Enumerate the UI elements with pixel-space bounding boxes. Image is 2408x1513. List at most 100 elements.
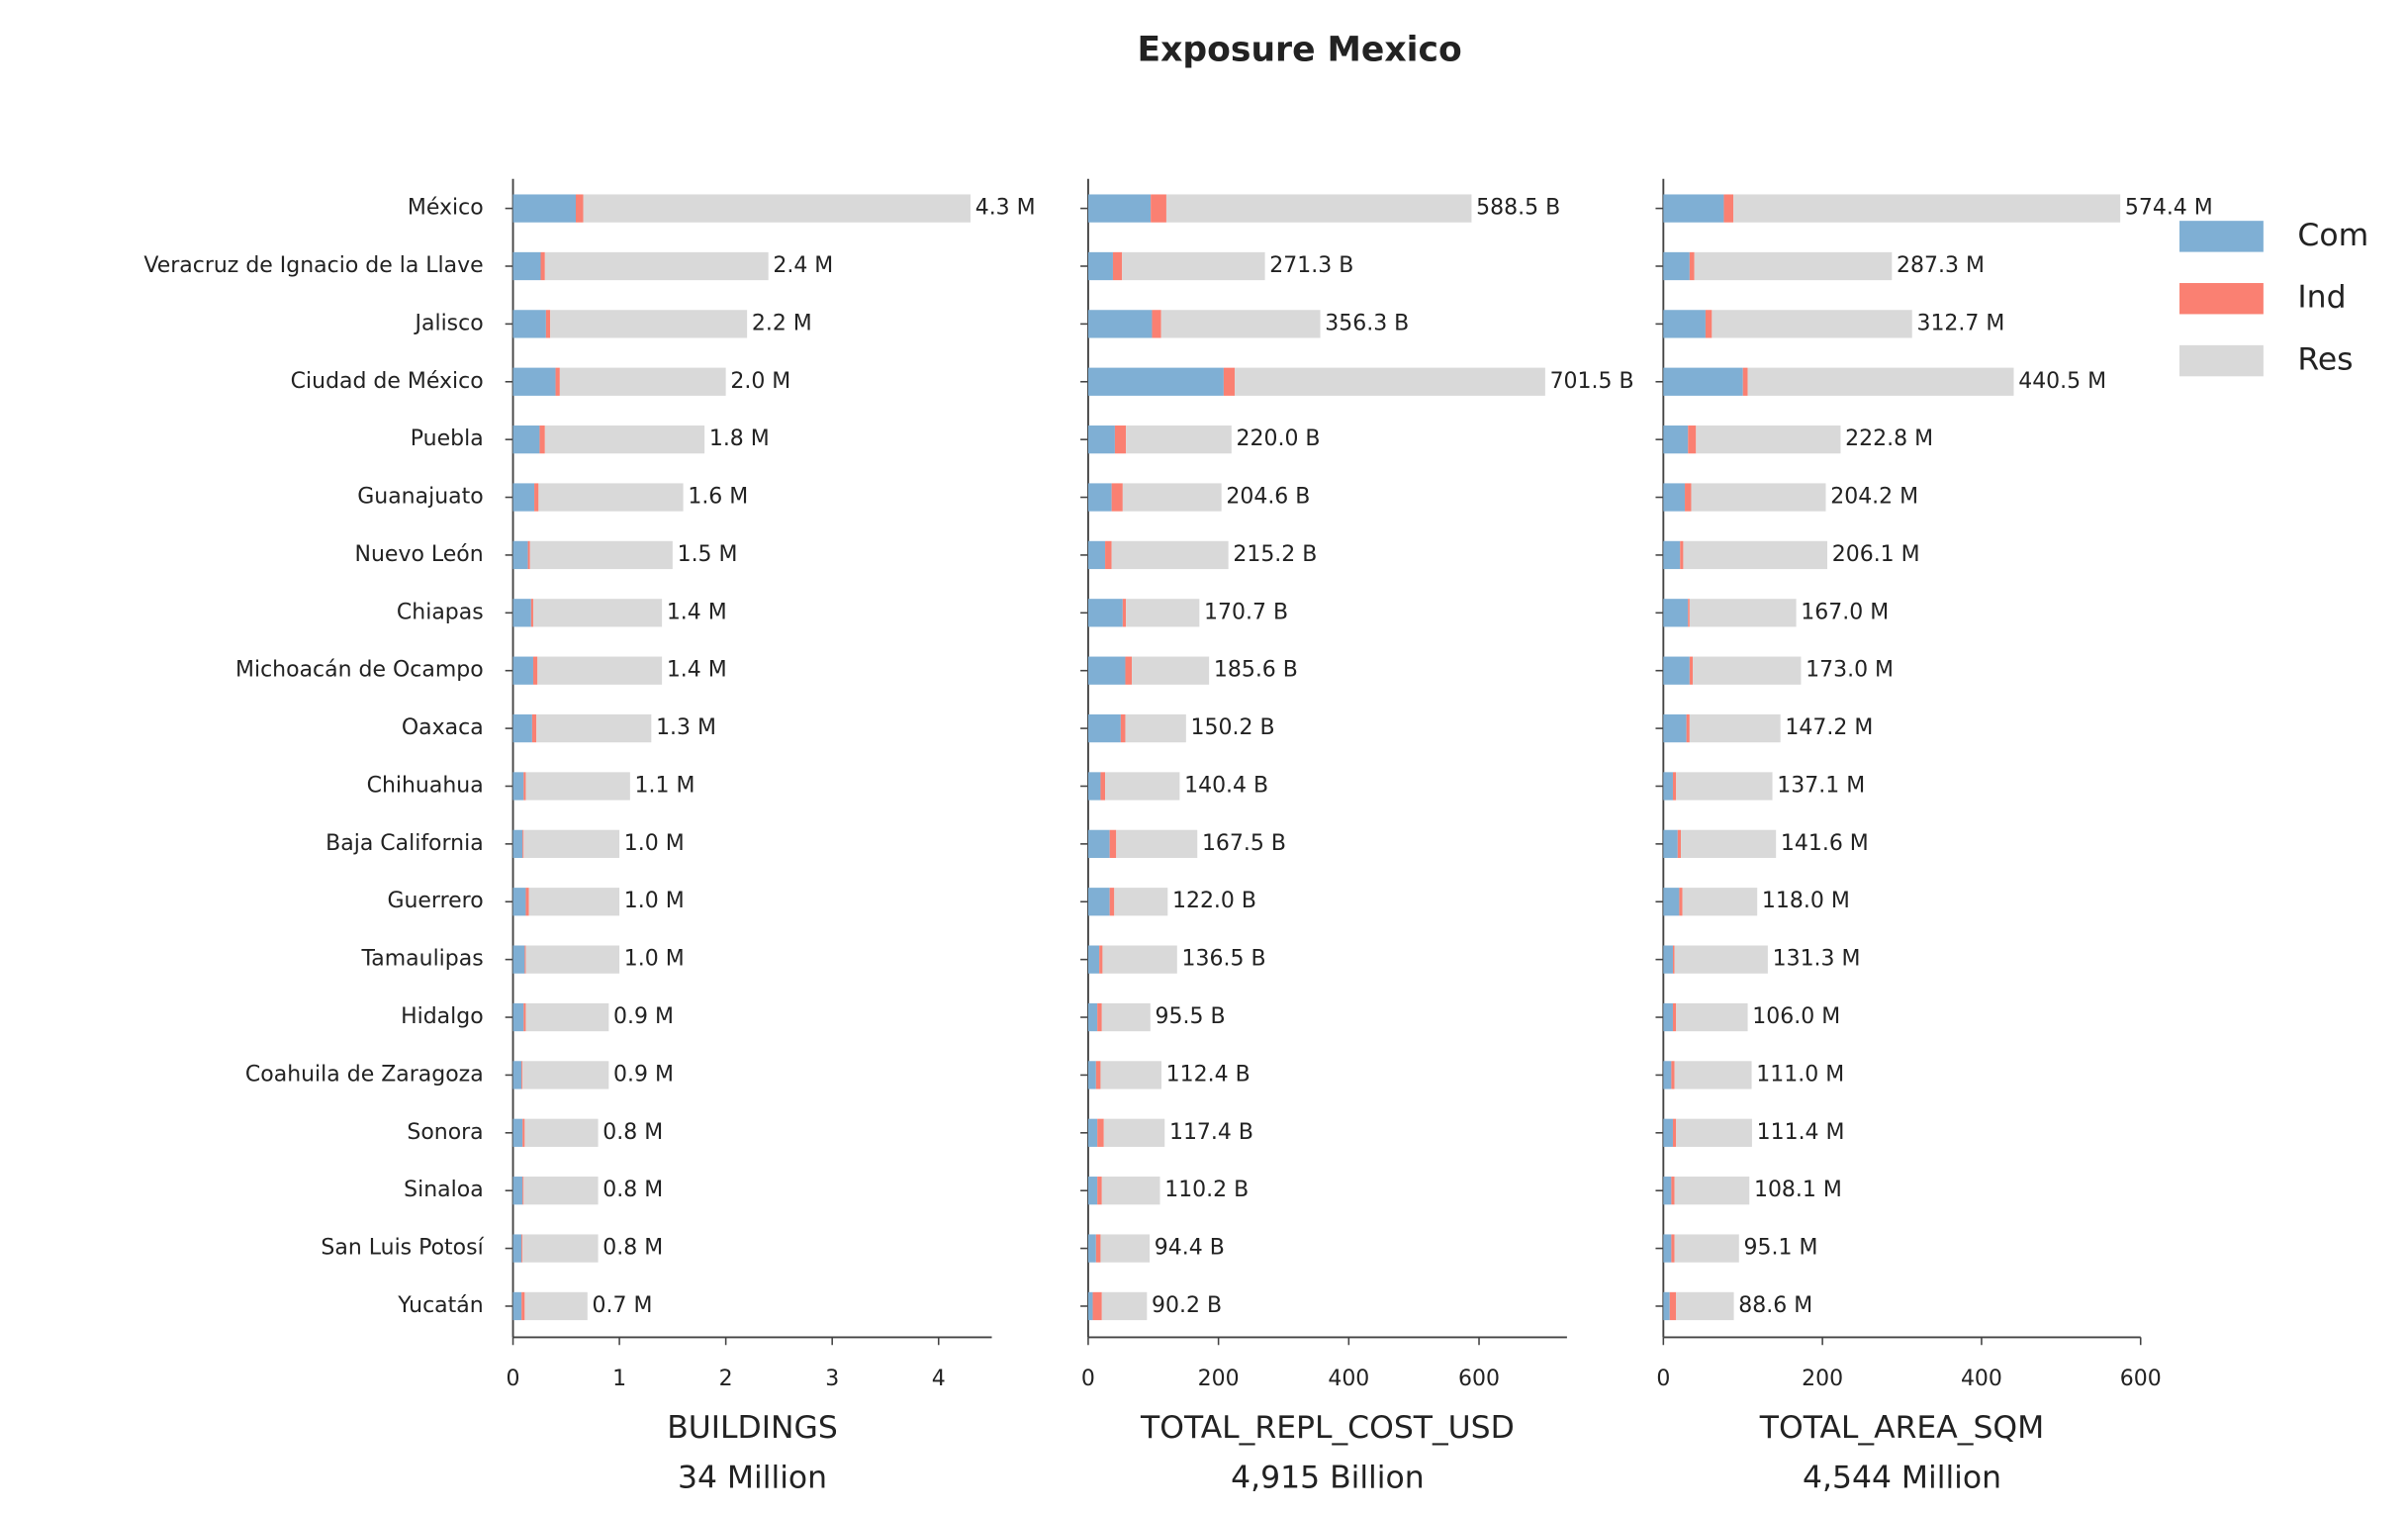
bar-segment: [1672, 772, 1677, 801]
bar-segment: [1688, 599, 1690, 627]
bar-segment: [1733, 194, 2121, 223]
bar-segment: [1671, 1061, 1675, 1089]
bar-segment: [1087, 1291, 1093, 1321]
bar-segment: [1103, 1118, 1165, 1147]
bar-segment: [1676, 1118, 1752, 1147]
bar-segment: [1677, 829, 1682, 859]
total-label: 1.5 M: [678, 542, 738, 567]
bar-segment: [1674, 1234, 1739, 1263]
bar-segment: [1097, 1177, 1102, 1205]
bar-segment: [512, 1177, 523, 1205]
bar-segment: [1663, 1234, 1672, 1263]
bar-segment: [1663, 945, 1673, 974]
bar-segment: [512, 1002, 524, 1032]
bar-segment: [529, 540, 673, 570]
total-label: 170.7 B: [1204, 600, 1288, 624]
bar-segment: [1676, 1291, 1734, 1321]
bar-segment: [545, 310, 551, 338]
bar-segment: [1087, 599, 1123, 627]
bar-segment: [1087, 945, 1100, 974]
x-tick-label: 200: [1198, 1367, 1240, 1391]
bar-segment: [512, 251, 541, 281]
legend-label: Res: [2297, 342, 2353, 378]
bar-segment: [1693, 656, 1802, 685]
bar-segment: [1683, 540, 1828, 570]
bar-segment: [1663, 713, 1687, 743]
total-label: 1.3 M: [656, 715, 716, 740]
y-tick-label: Sinaloa: [404, 1178, 484, 1202]
bar-segment: [1676, 1002, 1748, 1032]
total-label: 356.3 B: [1325, 311, 1409, 335]
bar-segment: [523, 1177, 599, 1205]
total-label: 1.8 M: [709, 426, 770, 451]
bar-segment: [1723, 194, 1734, 223]
bar-segment: [1742, 367, 1748, 396]
total-label: 173.0 M: [1806, 658, 1894, 683]
total-label: 0.8 M: [602, 1236, 663, 1261]
y-tick-label: Nuevo León: [355, 542, 484, 567]
total-label: 0.7 M: [593, 1293, 653, 1318]
total-label: 140.4 B: [1184, 773, 1268, 798]
total-label: 2.4 M: [773, 253, 833, 278]
x-axis-label: TOTAL_AREA_SQM: [1759, 1410, 2044, 1446]
total-label: 94.4 B: [1155, 1236, 1225, 1261]
bar-segment: [1111, 540, 1229, 570]
total-label: 167.5 B: [1202, 831, 1286, 856]
total-label: 131.3 M: [1773, 947, 1861, 972]
bar-segment: [1087, 251, 1113, 281]
bar-segment: [512, 656, 533, 685]
bar-segment: [1114, 888, 1168, 916]
bar-segment: [512, 367, 556, 396]
bar-segment: [512, 426, 540, 454]
bar-segment: [1669, 1291, 1677, 1321]
bar-segment: [534, 483, 539, 512]
total-label: 1.0 M: [624, 889, 685, 913]
bar-segment: [1087, 1061, 1096, 1089]
bar-segment: [512, 599, 531, 627]
bar-segment: [1087, 1234, 1096, 1263]
total-label: 90.2 B: [1152, 1293, 1222, 1318]
bar-segment: [522, 1177, 524, 1205]
bar-segment: [527, 540, 530, 570]
bar-segment: [1663, 426, 1689, 454]
bar-segment: [1087, 772, 1101, 801]
bar-segment: [525, 888, 529, 916]
bar-segment: [1672, 1118, 1677, 1147]
total-label: 106.0 M: [1752, 1004, 1840, 1029]
bar-segment: [1092, 1291, 1102, 1321]
bar-segment: [512, 310, 546, 338]
bar-segment: [1087, 1118, 1098, 1147]
total-label: 204.2 M: [1830, 485, 1918, 510]
bar-segment: [536, 713, 652, 743]
bar-segment: [1694, 251, 1893, 281]
x-axis-total: 4,915 Billion: [1231, 1460, 1424, 1495]
total-label: 0.8 M: [602, 1120, 663, 1145]
total-label: 287.3 M: [1897, 253, 1985, 278]
bar-segment: [512, 483, 535, 512]
bar-segment: [1663, 540, 1681, 570]
bar-segment: [1682, 888, 1758, 916]
bar-segment: [1151, 194, 1166, 223]
total-label: 440.5 M: [2018, 369, 2106, 394]
bar-segment: [1235, 367, 1545, 396]
total-label: 136.5 B: [1182, 947, 1266, 972]
total-label: 220.0 B: [1237, 426, 1321, 451]
bar-segment: [524, 1291, 588, 1321]
y-tick-label: Puebla: [411, 426, 484, 451]
bar-segment: [521, 1234, 523, 1263]
total-label: 111.0 M: [1756, 1062, 1844, 1087]
bar-segment: [1087, 1177, 1098, 1205]
bar-segment: [1160, 310, 1321, 338]
bar-segment: [1101, 1002, 1151, 1032]
total-label: 1.0 M: [624, 947, 685, 972]
x-tick-label: 4: [932, 1367, 946, 1391]
bar-segment: [512, 888, 526, 916]
bar-segment: [1671, 1177, 1675, 1205]
bar-segment: [1111, 483, 1123, 512]
x-tick-label: 200: [1802, 1367, 1843, 1391]
y-tick-label: México: [408, 196, 484, 221]
bar-segment: [1152, 310, 1161, 338]
total-label: 2.2 M: [752, 311, 812, 335]
